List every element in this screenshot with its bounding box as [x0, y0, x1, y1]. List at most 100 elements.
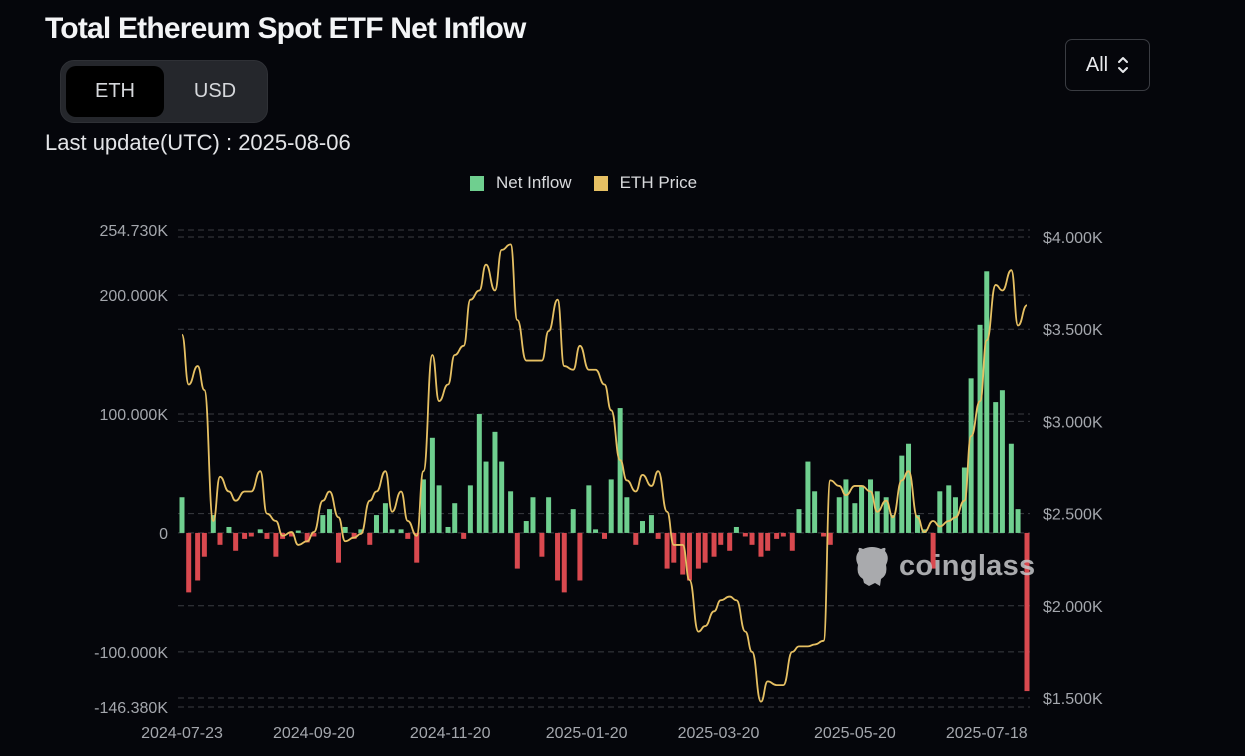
y-right-tick-label: $2.000K [1043, 599, 1103, 616]
net-inflow-bar [664, 532, 670, 569]
net-inflow-bar [727, 532, 733, 551]
net-inflow-bar [952, 497, 958, 533]
net-inflow-bar [617, 408, 623, 533]
net-inflow-bar [499, 461, 505, 533]
net-inflow-bar [320, 515, 326, 533]
chevron-up-down-icon [1118, 57, 1129, 73]
legend-item-eth-price[interactable]: ETH Price [593, 173, 697, 193]
net-inflow-bar [358, 529, 364, 533]
net-inflow-bar [718, 532, 724, 545]
x-tick-label: 2025-07-18 [946, 725, 1028, 742]
net-inflow-bar [483, 461, 489, 533]
net-inflow-bar [242, 532, 248, 539]
right-axis-labels: $4.000K $3.500K $3.000K $2.500K $2.000K $1.50… [1043, 230, 1103, 708]
net-inflow-bar [937, 491, 943, 533]
net-inflow-bar [389, 529, 395, 533]
net-inflow-bar [289, 532, 295, 537]
net-inflow-bar [758, 532, 764, 557]
net-inflow-bar [711, 532, 717, 557]
net-inflow-bar [570, 509, 576, 533]
y-right-tick-label: $1.500K [1043, 691, 1103, 708]
net-inflow-bar [890, 515, 896, 533]
net-inflow-bar [311, 532, 317, 537]
net-inflow-bar [633, 532, 639, 545]
net-inflow-bar [523, 521, 529, 533]
net-inflow-bar [257, 529, 263, 533]
net-inflow-bar [405, 532, 411, 539]
net-inflow-bar [883, 497, 889, 533]
net-inflow-bar [452, 503, 458, 533]
y-left-tick-label: -100.000K [94, 645, 168, 662]
net-inflow-bar [624, 497, 630, 533]
net-inflow-bar [789, 532, 795, 551]
net-inflow-bar [186, 532, 192, 593]
x-axis-labels: 2024-07-23 2024-09-20 2024-11-20 2025-01-20… [141, 725, 1028, 742]
net-inflow-bar [906, 443, 912, 533]
net-inflow-bar [335, 532, 341, 563]
x-tick-label: 2025-01-20 [546, 725, 628, 742]
net-inflow-bar [655, 532, 661, 539]
left-axis-labels: 254.730K 200.000K 100.000K 0 -100.000K -146.3… [94, 223, 168, 717]
net-inflow-bar [561, 532, 567, 593]
net-inflow-bar [577, 532, 583, 581]
net-inflow-bar [445, 526, 451, 533]
net-inflow-bar [248, 532, 254, 537]
page-title: Total Ethereum Spot ETF Net Inflow [45, 12, 526, 45]
net-inflow-bar [899, 455, 905, 533]
net-inflow-bar [796, 509, 802, 533]
coinglass-logo-icon [856, 547, 888, 586]
net-inflow-bar [780, 532, 786, 537]
net-inflow-bar [686, 532, 692, 581]
net-inflow-bar [195, 532, 201, 581]
toggle-usd[interactable]: USD [193, 80, 237, 102]
chart-legend: Net Inflow ETH Price [470, 173, 697, 193]
toggle-eth[interactable]: ETH [66, 66, 164, 117]
net-inflow-bar [733, 526, 739, 533]
y-left-tick-label: -146.380K [94, 700, 168, 717]
net-inflow-bar [827, 532, 833, 545]
net-inflow-bar [414, 532, 420, 563]
net-inflow-bar [201, 532, 207, 557]
unit-toggle[interactable]: ETH USD [60, 60, 268, 123]
net-inflow-bar [852, 503, 858, 533]
net-inflow-bar [382, 503, 388, 533]
net-inflow-bar [514, 532, 520, 569]
net-inflow-bar [930, 532, 936, 569]
net-inflow-bar [836, 497, 842, 533]
net-inflow-bar [648, 515, 654, 533]
net-inflow-bar [859, 485, 865, 533]
y-left-tick-label: 100.000K [99, 407, 168, 424]
net-inflow-bar [946, 485, 952, 533]
x-tick-label: 2024-07-23 [141, 725, 223, 742]
net-inflow-bar [593, 529, 599, 533]
net-inflow-bar [420, 479, 426, 533]
net-inflow-bar [586, 485, 592, 533]
net-inflow-bar [968, 378, 974, 533]
net-inflow-bar [602, 532, 607, 539]
y-right-tick-label: $2.500K [1043, 507, 1103, 524]
net-inflow-bar [210, 515, 216, 533]
net-inflow-bar [273, 532, 279, 557]
net-inflow-bar [436, 485, 442, 533]
range-select[interactable]: All [1065, 39, 1150, 91]
net-inflow-bar [774, 532, 780, 539]
net-inflow-bar [868, 479, 874, 533]
net-inflow-bar [342, 526, 348, 533]
x-tick-label: 2024-11-20 [410, 725, 491, 742]
y-right-tick-label: $3.500K [1043, 322, 1103, 339]
net-inflow-bar [429, 437, 435, 533]
net-inflow-bar [993, 402, 999, 533]
net-inflow-bar [977, 324, 983, 533]
net-inflow-bar [539, 532, 545, 557]
y-left-tick-label: 200.000K [99, 288, 168, 305]
eth-price-line-group [181, 243, 1028, 703]
net-inflow-bar [492, 431, 498, 533]
net-inflow-bar [476, 414, 482, 533]
net-inflow-bar [467, 485, 473, 533]
net-inflow-bar [749, 532, 755, 545]
net-inflow-bar [1015, 509, 1021, 533]
x-tick-label: 2025-05-20 [814, 725, 896, 742]
legend-item-net-inflow[interactable]: Net Inflow [470, 173, 572, 193]
net-inflow-bar [821, 532, 827, 537]
